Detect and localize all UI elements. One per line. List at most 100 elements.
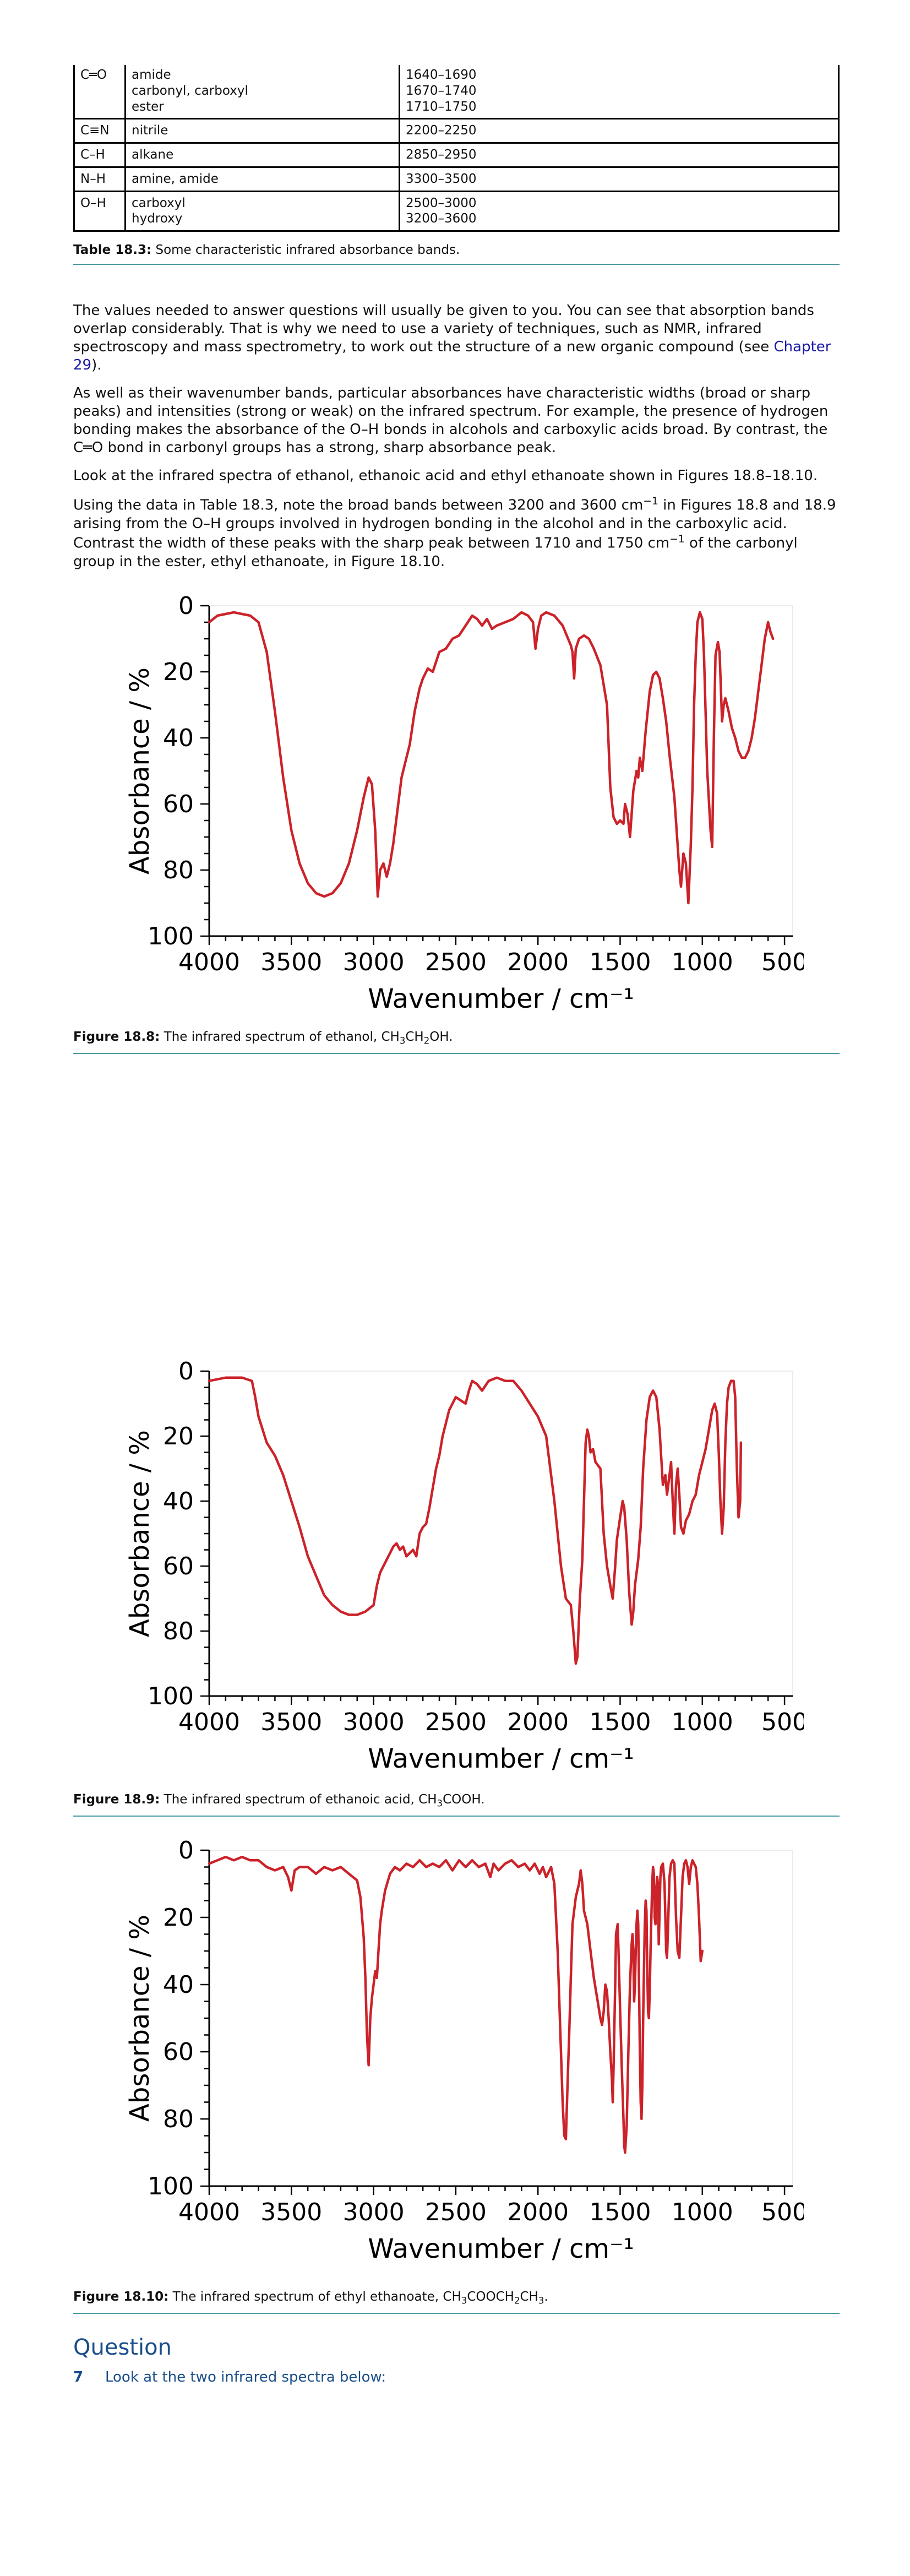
table-row: N–H amine, amide 3300–3500 [73,166,840,192]
y-tick-label: 40 [163,1487,194,1515]
y-axis-label: Absorbance / % [124,667,155,874]
spectrum-line [208,611,775,905]
y-tick-label: 60 [163,2038,194,2066]
y-tick-label: 40 [163,1971,194,1999]
figure-18-10-caption-block: Figure 18.10: The infrared spectrum of e… [73,2290,840,2314]
wavenumber-range: 2200–2250 [406,123,477,138]
x-tick-label: 3500 [260,948,322,976]
x-tick-label: 2500 [425,948,487,976]
question-number: 7 [73,2369,84,2385]
y-tick-label: 80 [163,1617,194,1645]
spectrum-line [208,1855,704,2154]
x-tick-label: 2000 [507,2198,569,2226]
figure-18-9-caption-block: Figure 18.9: The infrared spectrum of et… [73,1792,840,1817]
y-tick-label: 20 [163,658,194,686]
x-tick-label: 1500 [589,1708,651,1736]
caption-rule [73,264,840,265]
paragraph-2: As well as their wavenumber bands, parti… [73,385,829,456]
x-axis-label: Wavenumber / cm⁻¹ [368,1743,634,1774]
wavenumber-range: 2500–3000 [406,195,477,210]
x-axis-label: Wavenumber / cm⁻¹ [368,983,634,1014]
functional-group-cell: alkane [124,142,400,168]
wavenumber-range: 1670–1740 [406,83,477,98]
x-tick-label: 1500 [589,2198,651,2226]
y-tick-label: 100 [148,922,194,950]
x-tick-label: 1000 [672,1708,733,1736]
paragraph-3: Look at the infrared spectra of ethanol,… [73,468,818,485]
y-tick-label: 20 [163,1422,194,1450]
x-tick-label: 3000 [343,2198,405,2226]
wavenumber-range: 2850–2950 [406,148,477,162]
functional-group: carboxyl [132,195,186,210]
spectrum-line [208,1376,743,1665]
x-axis-label: Wavenumber / cm⁻¹ [368,2233,634,2264]
y-tick-label: 60 [163,790,194,818]
functional-group-cell: carboxyl hydroxy [124,190,400,232]
y-axis-label: Absorbance / % [124,1430,155,1637]
caption-rule [73,1815,840,1817]
functional-group-cell: nitrile [124,118,400,144]
functional-group: nitrile [132,123,168,138]
y-tick-label: 100 [148,1682,194,1710]
x-tick-label: 2500 [425,1708,487,1736]
figure-caption: Figure 18.8: The infrared spectrum of et… [73,1030,453,1046]
figure-caption: Figure 18.10: The infrared spectrum of e… [73,2290,548,2306]
paragraph-4: Using the data in Table 18.3, note the b… [73,496,836,570]
wavenumber-range: 1640–1690 [406,68,477,82]
bond-cell: N–H [73,166,126,192]
question-text: Look at the two infrared spectra below: [105,2369,386,2385]
y-tick-label: 100 [148,2172,194,2200]
plot-area [209,1371,793,1697]
y-tick-label: 80 [163,856,194,884]
chapter-link[interactable]: Chapter 29 [73,339,831,374]
table-row: O–H carboxyl hydroxy 2500–3000 3200–3600 [73,190,840,232]
wavenumber-range-cell: 2500–3000 3200–3600 [399,190,840,232]
functional-group: ester [132,99,164,114]
paragraph-1: The values needed to answer questions wi… [73,302,831,374]
x-tick-label: 1000 [672,948,733,976]
wavenumber-range: 3200–3600 [406,211,477,226]
x-tick-label: 3000 [343,948,405,976]
y-tick-label: 20 [163,1904,194,1932]
y-tick-label: 0 [178,1839,194,1865]
x-tick-label: 1500 [589,948,651,976]
body-text: The values needed to answer questions wi… [73,302,840,571]
x-tick-label: 3000 [343,1708,405,1736]
y-tick-label: 60 [163,1552,194,1580]
wavenumber-range: 3300–3500 [406,171,477,186]
y-axis-label: Absorbance / % [124,1915,155,2122]
x-tick-label: 2000 [507,1708,569,1736]
x-tick-label: 500 [761,1708,804,1736]
table-caption: Table 18.3: Some characteristic infrared… [73,243,460,257]
bond-cell: C–H [73,142,126,168]
functional-group-cell: amine, amide [124,166,400,192]
wavenumber-range: 1710–1750 [406,99,477,114]
y-tick-label: 0 [178,1360,194,1385]
table-row: C≡N nitrile 2200–2250 [73,118,840,144]
functional-group: amine, amide [132,171,219,186]
x-tick-label: 2500 [425,2198,487,2226]
table-row: C–H alkane 2850–2950 [73,142,840,168]
x-tick-label: 2000 [507,948,569,976]
x-tick-label: 4000 [178,1708,240,1736]
wavenumber-range-cell: 3300–3500 [399,166,840,192]
caption-rule [73,1052,840,1054]
functional-group: amide [132,68,171,82]
x-tick-label: 3500 [260,2198,322,2226]
wavenumber-range-cell: 2850–2950 [399,142,840,168]
table-row: C═O amide carbonyl, carboxyl ester 1640–1690… [73,65,840,120]
bond-cell: C═O [73,65,126,120]
x-tick-label: 4000 [178,948,240,976]
x-tick-label: 4000 [178,2198,240,2226]
y-tick-label: 40 [163,724,194,752]
question-7: 7 Look at the two infrared spectra below: [73,2369,840,2385]
functional-group: carbonyl, carboxyl [132,83,248,98]
ir-table-section: C═O amide carbonyl, carboxyl ester 1640–1690… [73,65,840,265]
functional-group-cell: amide carbonyl, carboxyl ester [124,65,400,120]
question-heading: Question [73,2335,172,2360]
y-tick-label: 0 [178,595,194,620]
wavenumber-range-cell: 1640–1690 1670–1740 1710–1750 [399,65,840,120]
